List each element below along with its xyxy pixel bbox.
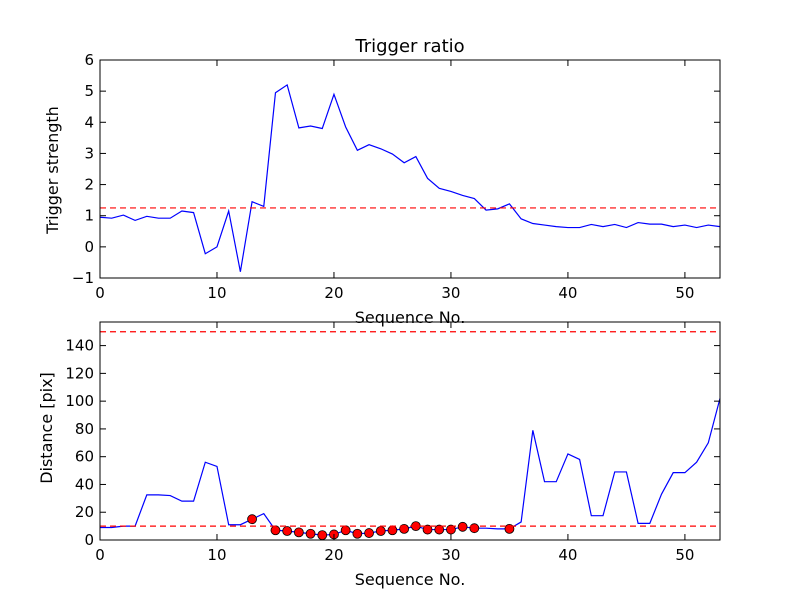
distance-x-tick-label: 30 [441, 546, 460, 564]
distance-marker-point [270, 525, 281, 536]
distance-x-tick-label: 50 [675, 546, 694, 564]
trigger-y-axis-label: Trigger strength [43, 106, 62, 235]
distance-marker-point [305, 528, 316, 539]
distance-panel: 0 10 20 30 40 50 0 20 40 60 80 100 120 140 Sequence N… [37, 321, 721, 589]
trigger-x-tick-label: 30 [441, 284, 460, 302]
distance-marker-point [387, 525, 398, 536]
distance-y-tick-label: 100 [65, 392, 94, 410]
distance-y-tick-label: 60 [75, 448, 94, 466]
distance-y-tick-label: 0 [84, 531, 94, 549]
trigger-x-tick-label: 0 [95, 284, 105, 302]
distance-x-axis-label: Sequence No. [355, 570, 466, 589]
trigger-x-tick-label: 40 [558, 284, 577, 302]
distance-x-tick-label: 10 [207, 546, 226, 564]
distance-marker-point [469, 523, 480, 534]
distance-marker-point [282, 526, 293, 536]
distance-marker-point [247, 514, 257, 525]
distance-x-tick-label: 0 [95, 546, 105, 564]
distance-marker-point [340, 525, 351, 536]
trigger-y-tick-label: −1 [72, 269, 94, 287]
distance-marker-point [293, 527, 304, 538]
distance-marker-point [352, 528, 363, 539]
distance-plot-area: 0 10 20 30 40 50 0 20 40 60 80 100 120 140 [65, 322, 721, 564]
chart-title: Trigger ratio [354, 36, 464, 57]
distance-marker-point [434, 524, 445, 535]
trigger-y-tick-label: 3 [84, 144, 94, 162]
distance-y-tick-label: 80 [75, 420, 94, 438]
distance-x-tick-label: 20 [324, 546, 343, 564]
trigger-axes-frame [99, 59, 721, 279]
distance-marker-point [364, 528, 374, 538]
trigger-x-tick-label: 50 [675, 284, 694, 302]
trigger-y-tick-label: 2 [84, 176, 94, 194]
trigger-x-tick-label: 10 [207, 284, 226, 302]
distance-y-tick-label: 140 [65, 337, 94, 355]
distance-data-line [100, 398, 721, 536]
distance-x-tick-label: 40 [558, 546, 577, 564]
trigger-y-tick-label: 5 [84, 82, 94, 100]
distance-axes-frame [99, 321, 721, 541]
distance-y-tick-label: 40 [75, 475, 94, 493]
distance-marker-point [317, 530, 328, 541]
distance-marker-point [375, 526, 386, 536]
distance-y-tick-label: 120 [65, 364, 94, 382]
trigger-x-tick-label: 20 [324, 284, 343, 302]
trigger-y-tick-label: 4 [84, 113, 94, 131]
distance-y-axis-label: Distance [pix] [37, 372, 56, 484]
distance-y-tick-label: 20 [75, 503, 94, 521]
distance-marker-point [422, 524, 433, 535]
trigger-y-tick-label: 6 [84, 51, 94, 69]
trigger-x-axis-label: Sequence No. [355, 308, 466, 327]
distance-marker-point [457, 521, 468, 532]
trigger-y-tick-label: 0 [84, 238, 94, 256]
trigger-y-tick-label: 1 [84, 207, 94, 225]
trigger-data-line [99, 83, 721, 272]
